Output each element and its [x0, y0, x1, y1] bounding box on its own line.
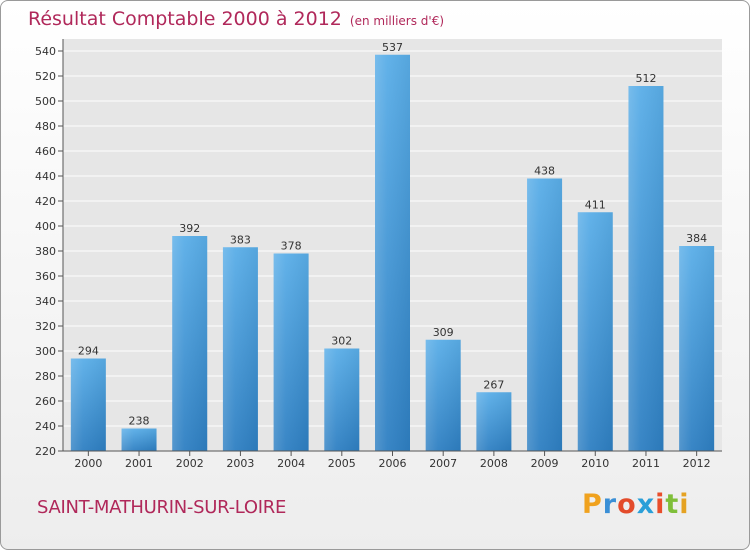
- x-tick-label: 2012: [683, 457, 711, 470]
- x-tick-label: 2006: [379, 457, 407, 470]
- x-tick-label: 2001: [125, 457, 153, 470]
- data-label: 384: [686, 232, 707, 245]
- x-axis: 2000 2001 2002 2003 2004 2005 2006 2007 2008 2009…: [63, 450, 722, 470]
- x-tick-label: 2008: [480, 457, 508, 470]
- y-tick-label: 320: [35, 320, 56, 333]
- y-tick-label: 520: [35, 70, 56, 83]
- y-tick-label: 340: [35, 295, 56, 308]
- y-tick-label: 400: [35, 220, 56, 233]
- x-tick-label: 2000: [74, 457, 102, 470]
- x-tick-label: 2002: [176, 457, 204, 470]
- logo-letter: t: [665, 489, 680, 520]
- data-label: 411: [585, 198, 606, 211]
- data-label: 512: [635, 72, 656, 85]
- logo-letter: i: [679, 489, 690, 520]
- bar-shine: [70, 358, 106, 451]
- data-label: 537: [382, 41, 403, 54]
- y-tick-label: 280: [35, 370, 56, 383]
- x-tick-label: 2004: [277, 457, 305, 470]
- y-tick-label: 360: [35, 270, 56, 283]
- y-tick-label: 500: [35, 95, 56, 108]
- bar-shine: [172, 236, 208, 451]
- proxiti-logo: Proxiti: [582, 489, 690, 520]
- bar-shine: [527, 178, 563, 451]
- x-tick-label: 2007: [429, 457, 457, 470]
- bar-shine: [273, 253, 309, 451]
- data-label: 378: [281, 240, 302, 253]
- y-tick-label: 240: [35, 420, 56, 433]
- y-tick-label: 460: [35, 145, 56, 158]
- data-label: 309: [433, 326, 454, 339]
- bars: 294 238 392 383 378 302 537 309 267 438 411 512 384: [70, 41, 715, 451]
- y-tick-label: 260: [35, 395, 56, 408]
- chart-title: Résultat Comptable 2000 à 2012 (en millie…: [28, 8, 444, 30]
- bar-shine: [375, 54, 410, 451]
- bar-shine: [476, 392, 512, 451]
- bar-shine: [324, 348, 360, 451]
- chart-subtitle: (en milliers d'€): [349, 14, 445, 28]
- data-label: 438: [534, 165, 555, 178]
- logo-letter: P: [582, 489, 603, 520]
- y-tick-label: 380: [35, 245, 56, 258]
- data-label: 383: [230, 233, 251, 246]
- y-tick-label: 300: [35, 345, 56, 358]
- y-tick-label: 480: [35, 120, 56, 133]
- data-label: 238: [129, 415, 150, 428]
- x-tick-label: 2011: [632, 457, 660, 470]
- bar-shine: [577, 212, 613, 451]
- logo-letter: x: [636, 489, 656, 520]
- y-tick-label: 440: [35, 170, 56, 183]
- y-tick-label: 540: [35, 45, 56, 58]
- bar-shine: [628, 86, 664, 451]
- bar-shine: [222, 247, 258, 451]
- logo-letter: o: [617, 489, 637, 520]
- bar-shine: [425, 339, 461, 451]
- x-tick-label: 2010: [581, 457, 609, 470]
- logo-letter: r: [602, 489, 618, 520]
- data-label: 267: [483, 378, 504, 391]
- logo-letter: i: [655, 489, 666, 520]
- x-tick-label: 2005: [328, 457, 356, 470]
- bar-shine: [679, 246, 715, 451]
- y-tick-label: 420: [35, 195, 56, 208]
- data-label: 302: [331, 335, 352, 348]
- data-label: 392: [179, 222, 200, 235]
- data-label: 294: [78, 345, 99, 358]
- commune-name: SAINT-MATHURIN-SUR-LOIRE: [37, 497, 287, 518]
- y-tick-label: 220: [35, 445, 56, 458]
- bar-shine: [121, 428, 157, 451]
- chart-title-text: Résultat Comptable 2000 à 2012: [28, 8, 342, 30]
- x-tick-label: 2009: [531, 457, 559, 470]
- x-tick-label: 2003: [226, 457, 254, 470]
- y-axis: 220 240 260 280 300 320 340 360 380 400 420 440 460 4…: [35, 39, 64, 458]
